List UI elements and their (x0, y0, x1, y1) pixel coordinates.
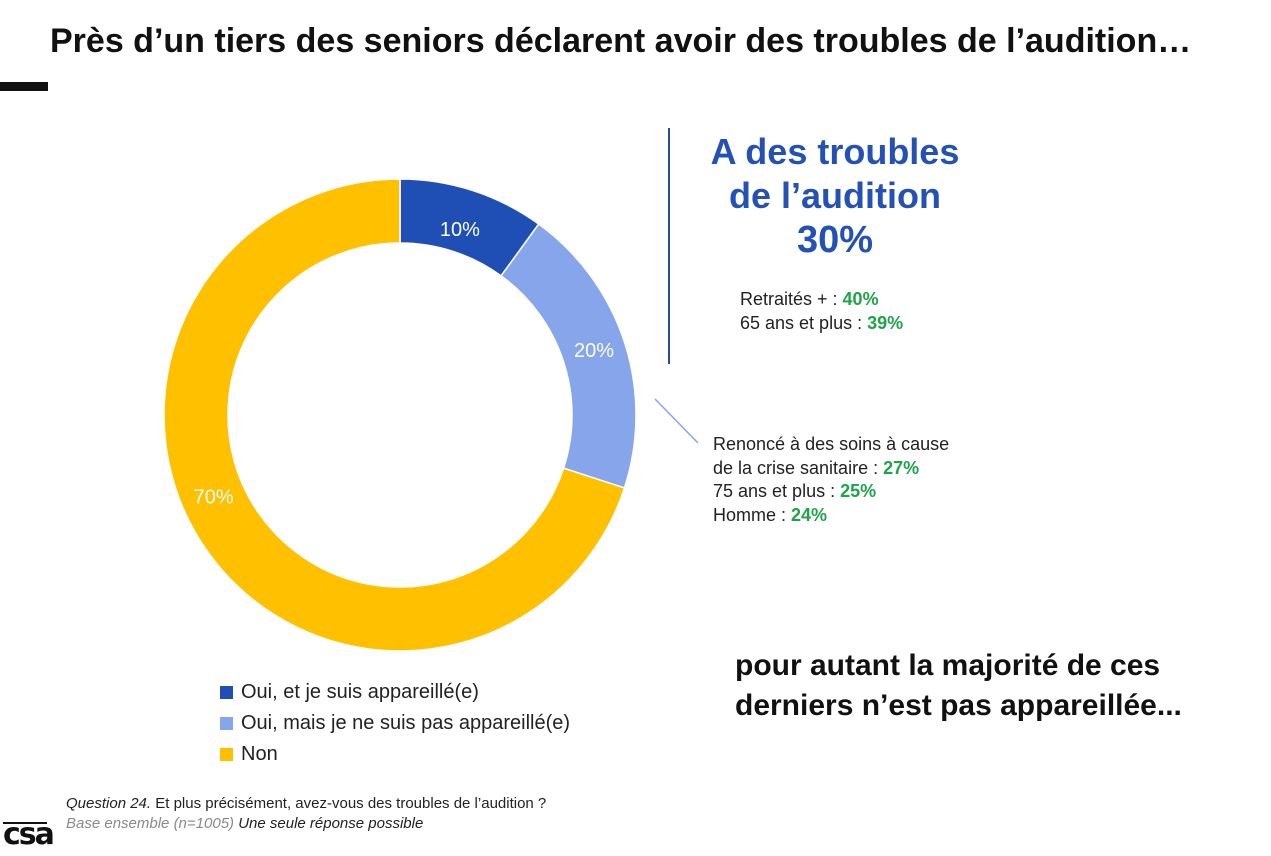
chart-legend: Oui, et je suis appareillé(e) Oui, mais … (220, 677, 570, 770)
legend-label: Oui, mais je ne suis pas appareillé(e) (241, 712, 571, 734)
legend-item: Non (220, 739, 570, 770)
title-accent-bar (0, 82, 48, 91)
kpi-block: A des troubles de l’audition 30% (690, 130, 980, 262)
question-text: Et plus précisément, avez-vous des troub… (151, 795, 547, 812)
donut-data-label: 70% (194, 486, 234, 508)
legend-item: Oui, et je suis appareillé(e) (220, 677, 570, 708)
legend-item: Oui, mais je ne suis pas appareillé(e) (220, 708, 570, 739)
kpi-divider (668, 128, 670, 364)
conclusion-line-1: pour autant la majorité de ces (735, 649, 1161, 682)
sub-stat-row: 65 ans et plus : 39% (740, 311, 903, 335)
sub-stat-label: de la crise sanitaire : (713, 457, 884, 478)
sub-stat-value: 40% (842, 289, 879, 309)
sub-stat-row: Homme : 24% (713, 504, 949, 528)
kpi-value: 30% (796, 219, 874, 261)
footnote: Question 24. Et plus précisément, avez-v… (66, 794, 546, 834)
legend-swatch (220, 686, 233, 699)
sub-stat-label: Homme : (713, 504, 792, 525)
legend-label: Oui, et je suis appareillé(e) (241, 681, 479, 703)
question-label: Question 24. (66, 795, 152, 812)
sub-stat-value: 27% (883, 457, 920, 478)
sub-stat-value: 25% (840, 481, 877, 501)
base-label: Base ensemble (n=1005) (66, 815, 239, 832)
conclusion-text: pour autant la majorité de ces derniers … (735, 646, 1265, 726)
donut-chart: 10% 20% 70% (163, 178, 637, 652)
sub-stat-row: Retraités + : 40% (740, 287, 903, 311)
sub-stat-row: de la crise sanitaire : 27% (713, 457, 949, 481)
footnote-question: Question 24. Et plus précisément, avez-v… (66, 794, 546, 814)
donut-slice (163, 178, 626, 652)
sub-stat-label: 65 ans et plus : (740, 313, 868, 333)
csa-logo: csa (3, 817, 55, 852)
donut-slice (500, 223, 637, 489)
sub-stat-row: 75 ans et plus : 25% (713, 480, 949, 504)
logo-rule (3, 822, 47, 824)
sub-stat-value: 24% (791, 504, 828, 525)
kpi-line-2: de l’audition (729, 175, 941, 216)
callout-line (654, 398, 699, 444)
page-title: Près d’un tiers des seniors déclarent av… (50, 22, 1192, 60)
footnote-base: Base ensemble (n=1005) Une seule réponse… (66, 814, 546, 834)
base-note: Une seule réponse possible (238, 815, 424, 832)
legend-label: Non (241, 743, 278, 765)
sub-stat-label: 75 ans et plus : (713, 481, 841, 501)
sub-stat-label: Renoncé à des soins à cause (713, 434, 950, 454)
legend-swatch (220, 717, 233, 730)
legend-swatch (220, 748, 233, 761)
sub-stat-row: Renoncé à des soins à cause (713, 433, 949, 457)
sub-stats-bottom: Renoncé à des soins à cause de la crise … (713, 433, 949, 527)
sub-stats-top: Retraités + : 40% 65 ans et plus : 39% (740, 287, 903, 335)
donut-data-label: 20% (574, 340, 614, 362)
kpi-line-1: A des troubles (710, 131, 960, 172)
conclusion-line-2: derniers n’est pas appareillée... (735, 689, 1182, 722)
sub-stat-value: 39% (867, 313, 904, 333)
donut-data-label: 10% (440, 219, 480, 241)
sub-stat-label: Retraités + : (740, 289, 843, 309)
